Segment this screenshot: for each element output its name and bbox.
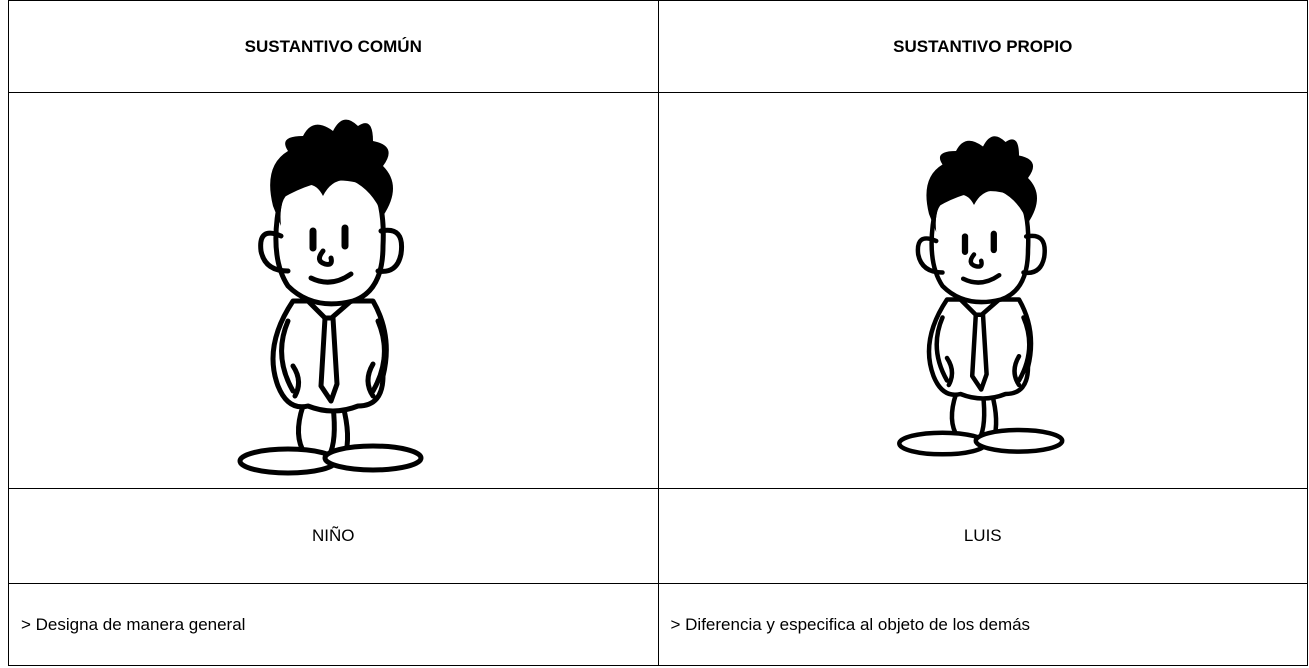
description-cell: > Diferencia y especifica al objeto de l… — [657, 583, 1308, 666]
boy-illustration — [893, 118, 1073, 463]
label-row: NIÑO LUIS — [8, 488, 1308, 584]
header-row: SUSTANTIVO COMÚN SUSTANTIVO PROPIO — [8, 0, 1308, 93]
image-cell — [8, 92, 659, 489]
image-row — [8, 92, 1308, 489]
header-cell: SUSTANTIVO PROPIO — [657, 0, 1308, 93]
boy-illustration — [233, 106, 433, 476]
label-cell: NIÑO — [8, 488, 659, 584]
description-row: > Designa de manera general > Diferencia… — [8, 583, 1308, 666]
description-cell: > Designa de manera general — [8, 583, 659, 666]
noun-table: SUSTANTIVO COMÚN SUSTANTIVO PROPIO NIÑO … — [8, 0, 1308, 666]
image-cell — [657, 92, 1308, 489]
header-cell: SUSTANTIVO COMÚN — [8, 0, 659, 93]
label-cell: LUIS — [657, 488, 1308, 584]
